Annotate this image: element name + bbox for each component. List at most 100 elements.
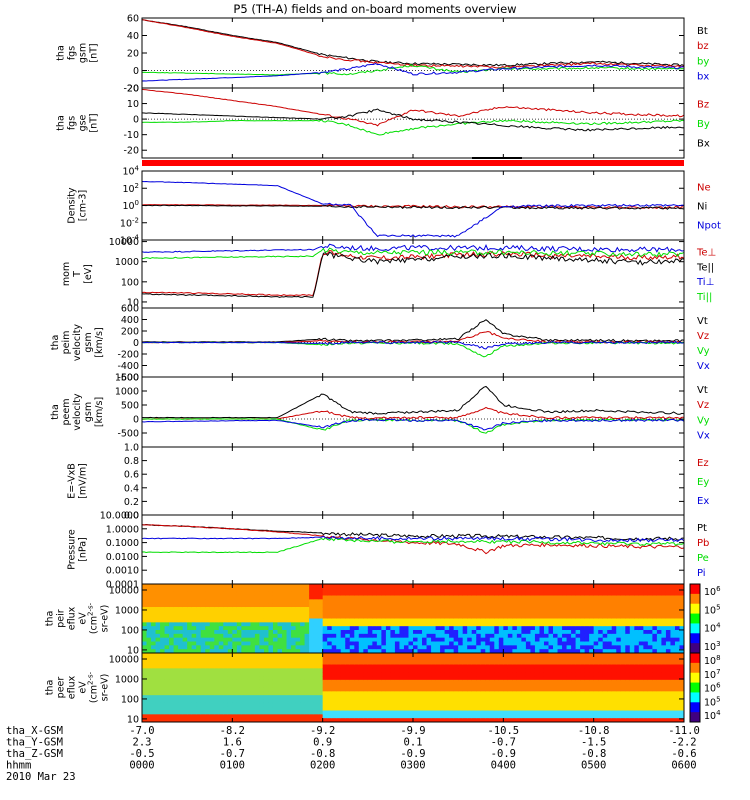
spectrogram-cell [539,603,545,608]
spectrogram-cell [173,695,179,700]
spectrogram-cell [196,641,202,646]
spectrogram-cell [494,599,500,604]
y-tick-label: -20 [123,84,139,95]
spectrogram-cell [593,584,599,589]
spectrogram-cell [327,584,333,589]
spectrogram-cell [426,607,432,612]
spectrogram-cell [611,656,617,662]
spectrogram-cell [607,603,613,608]
spectrogram-cell [322,702,328,708]
spectrogram-cell [539,633,545,639]
spectrogram-cell [625,664,631,669]
y-tick-label: 0.0100 [106,552,139,563]
spectrogram-cell [282,660,288,665]
spectrogram-cell [652,710,658,715]
spectrogram-cell [236,706,242,711]
series-line-Vy [142,341,685,358]
spectrogram-cell [340,622,346,627]
spectrogram-cell [674,679,680,685]
spectrogram-cell [354,653,360,658]
spectrogram-cell [453,718,459,723]
spectrogram-cell [616,641,622,646]
spectrogram-cell [580,668,586,673]
spectrogram-cell [232,584,238,589]
spectrogram-cell [349,587,355,593]
spectrogram-cell [598,653,604,658]
spectrogram-cell [602,591,608,596]
spectrogram-cell [381,587,387,593]
spectrogram-cell [241,633,247,639]
spectrogram-cell [462,595,468,600]
spectrogram-cell [160,664,166,669]
spectrogram-cell [625,649,631,654]
spectrogram-cell [503,626,509,631]
spectrogram-cell [358,645,364,650]
spectrogram-cell [376,633,382,639]
spectrogram-cell [539,626,545,631]
spectrogram-cell [643,599,649,604]
spectrogram-cell [236,630,242,635]
spectrogram-cell [516,630,522,635]
spectrogram-cell [336,676,342,681]
spectrogram-cell [498,699,504,704]
spectrogram-cell [656,656,662,662]
spectrogram-cell [304,660,310,665]
spectrogram-cell [282,699,288,704]
spectrogram-cell [169,637,175,642]
spectrogram-cell [232,641,238,646]
spectrogram-cell [453,676,459,681]
spectrogram-cell [173,706,179,711]
spectrogram-cell [453,656,459,662]
spectrogram-cell [620,626,626,631]
spectrogram-cell [200,683,206,688]
spectrogram-cell [291,714,297,719]
spectrogram-cell [354,706,360,711]
spectrogram-cell [417,591,423,596]
colorbar-segment [690,633,700,644]
spectrogram-cell [616,595,622,600]
spectrogram-cell [313,622,319,627]
spectrogram-cell [191,626,197,631]
spectrogram-cell [200,679,206,685]
spectrogram-cell [160,645,166,650]
spectrogram-cell [182,714,188,719]
spectrogram-cell [467,614,473,619]
spectrogram-cell [187,702,193,708]
spectrogram-cell [142,614,148,619]
spectrogram-cell [318,584,324,589]
spectrogram-cell [286,660,292,665]
spectrogram-cell [498,622,504,627]
spectrogram-cell [227,637,233,642]
spectrogram-cell [643,683,649,688]
spectrogram-cell [674,649,680,654]
spectrogram-cell [494,584,500,589]
spectrogram-cell [494,614,500,619]
spectrogram-cell [259,660,265,665]
spectrogram-cell [543,668,549,673]
spectrogram-cell [453,584,459,589]
spectrogram-cell [390,603,396,608]
spectrogram-cell [381,683,387,688]
spectrogram-cell [223,645,229,650]
spectrogram-cell [674,672,680,677]
spectrogram-cell [182,656,188,662]
spectrogram-cell [331,626,337,631]
spectrogram-cell [236,660,242,665]
spectrogram-cell [250,603,256,608]
spectrogram-cell [593,683,599,688]
spectrogram-cell [263,614,269,619]
spectrogram-cell [462,645,468,650]
spectrogram-cell [507,614,513,619]
spectrogram-cell [652,706,658,711]
spectrogram-cell [498,599,504,604]
spectrogram-cell [354,718,360,723]
spectrogram-cell [674,687,680,692]
spectrogram-cell [367,637,373,642]
spectrogram-cell [616,702,622,708]
ylabel-line: peir [56,609,67,628]
spectrogram-cell [507,610,513,616]
spectrogram-cell [516,591,522,596]
colorbar-tick-label: 105 [704,695,721,708]
spectrogram-cell [494,591,500,596]
